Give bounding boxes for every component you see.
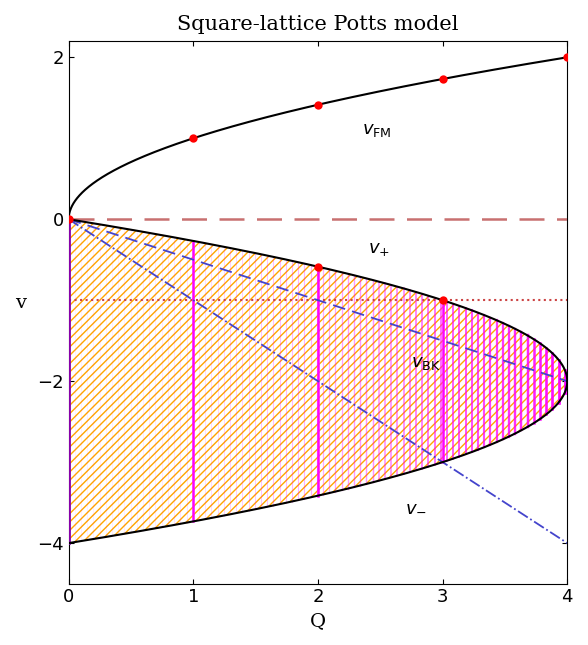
Text: $v_{+}$: $v_{+}$	[368, 240, 390, 258]
Text: $v_{\rm FM}$: $v_{\rm FM}$	[362, 121, 391, 139]
Text: $v_{\rm BK}$: $v_{\rm BK}$	[412, 353, 441, 372]
Y-axis label: v: v	[15, 294, 26, 312]
Polygon shape	[69, 219, 567, 543]
Text: $v_{-}$: $v_{-}$	[405, 497, 427, 515]
Title: Square-lattice Potts model: Square-lattice Potts model	[177, 15, 459, 34]
X-axis label: Q: Q	[310, 612, 326, 630]
